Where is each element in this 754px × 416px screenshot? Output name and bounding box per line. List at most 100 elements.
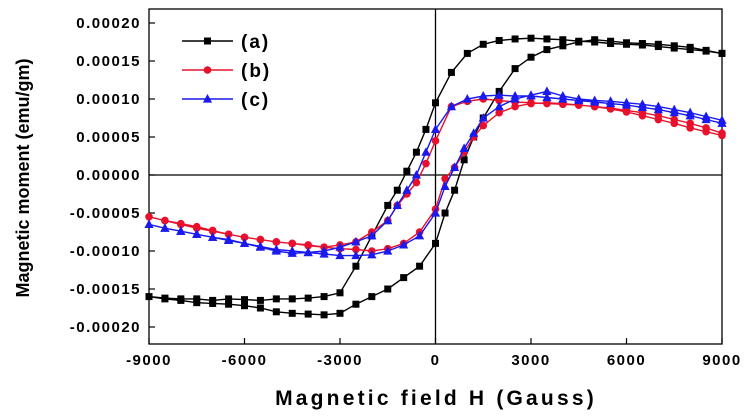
data-point xyxy=(479,121,488,130)
series-1 xyxy=(145,34,726,319)
data-point xyxy=(702,127,710,136)
data-point xyxy=(463,49,471,57)
data-point xyxy=(256,235,265,244)
series-3 xyxy=(144,86,727,260)
y-tick-label: -0.00015 xyxy=(70,281,141,298)
data-point xyxy=(494,90,504,99)
data-point xyxy=(393,186,401,194)
y-tick-label: -0.00005 xyxy=(70,205,141,222)
data-point xyxy=(718,131,726,140)
data-point xyxy=(527,34,535,42)
data-point xyxy=(605,96,616,105)
data-point xyxy=(495,36,503,44)
data-point xyxy=(320,311,328,319)
data-point xyxy=(367,230,377,240)
data-point xyxy=(590,95,600,105)
y-tick-label: 0.00010 xyxy=(76,91,141,108)
data-point xyxy=(160,223,170,232)
data-point xyxy=(638,40,646,48)
data-point xyxy=(686,43,694,51)
data-point xyxy=(441,209,449,217)
data-point xyxy=(638,111,647,120)
data-point xyxy=(637,99,648,108)
data-point xyxy=(495,108,503,117)
data-point xyxy=(272,238,281,246)
data-point xyxy=(320,293,328,301)
data-point xyxy=(202,94,213,103)
data-point xyxy=(460,156,468,164)
y-tick-label: 0.00005 xyxy=(76,129,141,146)
data-point xyxy=(430,208,441,217)
data-point xyxy=(686,124,694,132)
data-point xyxy=(511,35,519,43)
data-point xyxy=(192,224,201,232)
y-tick-label: -0.00010 xyxy=(70,243,141,260)
data-point xyxy=(288,239,297,248)
data-point xyxy=(451,186,459,194)
legend-entry: (a) xyxy=(182,32,270,53)
data-point xyxy=(574,94,584,103)
data-point xyxy=(203,66,212,74)
data-point xyxy=(446,101,457,111)
data-point xyxy=(702,46,710,54)
data-point xyxy=(384,201,392,209)
data-point xyxy=(621,97,632,107)
data-point xyxy=(351,236,361,246)
data-point xyxy=(204,37,211,45)
data-point xyxy=(240,233,249,242)
data-point xyxy=(479,40,487,48)
data-point xyxy=(669,104,679,114)
data-point xyxy=(193,295,201,303)
data-point xyxy=(575,38,583,46)
data-point xyxy=(271,244,281,254)
legend-label: (a) xyxy=(241,32,270,53)
data-point xyxy=(383,215,393,225)
data-point xyxy=(670,119,679,128)
data-point xyxy=(441,175,449,183)
data-point xyxy=(718,49,726,57)
x-tick-label: 6000 xyxy=(607,352,646,369)
data-point xyxy=(241,296,248,304)
axis-ticks: -9000 -6000 -3000 0 3000 6000 9000 0.00020 0.000… xyxy=(70,15,741,369)
x-tick-label: 9000 xyxy=(702,352,741,369)
x-tick-label: -6000 xyxy=(222,352,268,369)
data-point xyxy=(193,299,201,307)
data-point xyxy=(526,90,536,99)
data-point xyxy=(319,249,329,258)
data-point xyxy=(384,285,392,293)
data-point xyxy=(272,295,280,303)
y-tick-label: 0.00020 xyxy=(76,15,141,32)
series-layer xyxy=(144,34,727,319)
data-point xyxy=(511,102,519,111)
data-point xyxy=(304,241,312,250)
data-point xyxy=(225,300,233,308)
data-point xyxy=(478,90,488,100)
data-point xyxy=(208,232,218,241)
x-tick-label: 0 xyxy=(431,352,441,369)
data-point xyxy=(459,143,469,152)
data-point xyxy=(469,128,479,137)
data-point xyxy=(400,274,408,282)
data-point xyxy=(256,304,264,312)
data-point xyxy=(224,230,233,239)
data-point xyxy=(701,111,711,121)
data-point xyxy=(478,113,488,122)
data-point xyxy=(352,300,360,308)
data-point xyxy=(558,90,568,100)
data-point xyxy=(653,101,663,111)
data-point xyxy=(654,40,662,48)
data-point xyxy=(239,238,250,247)
data-point xyxy=(336,309,344,317)
data-point xyxy=(511,65,519,73)
series-2 xyxy=(145,95,726,255)
data-point xyxy=(352,245,360,254)
data-point xyxy=(335,242,345,251)
data-point xyxy=(527,99,535,108)
data-point xyxy=(144,219,154,228)
data-point xyxy=(717,115,727,124)
y-tick-label: -0.00020 xyxy=(70,319,141,336)
data-point xyxy=(510,94,520,103)
data-point xyxy=(623,39,630,47)
data-point xyxy=(241,302,248,310)
